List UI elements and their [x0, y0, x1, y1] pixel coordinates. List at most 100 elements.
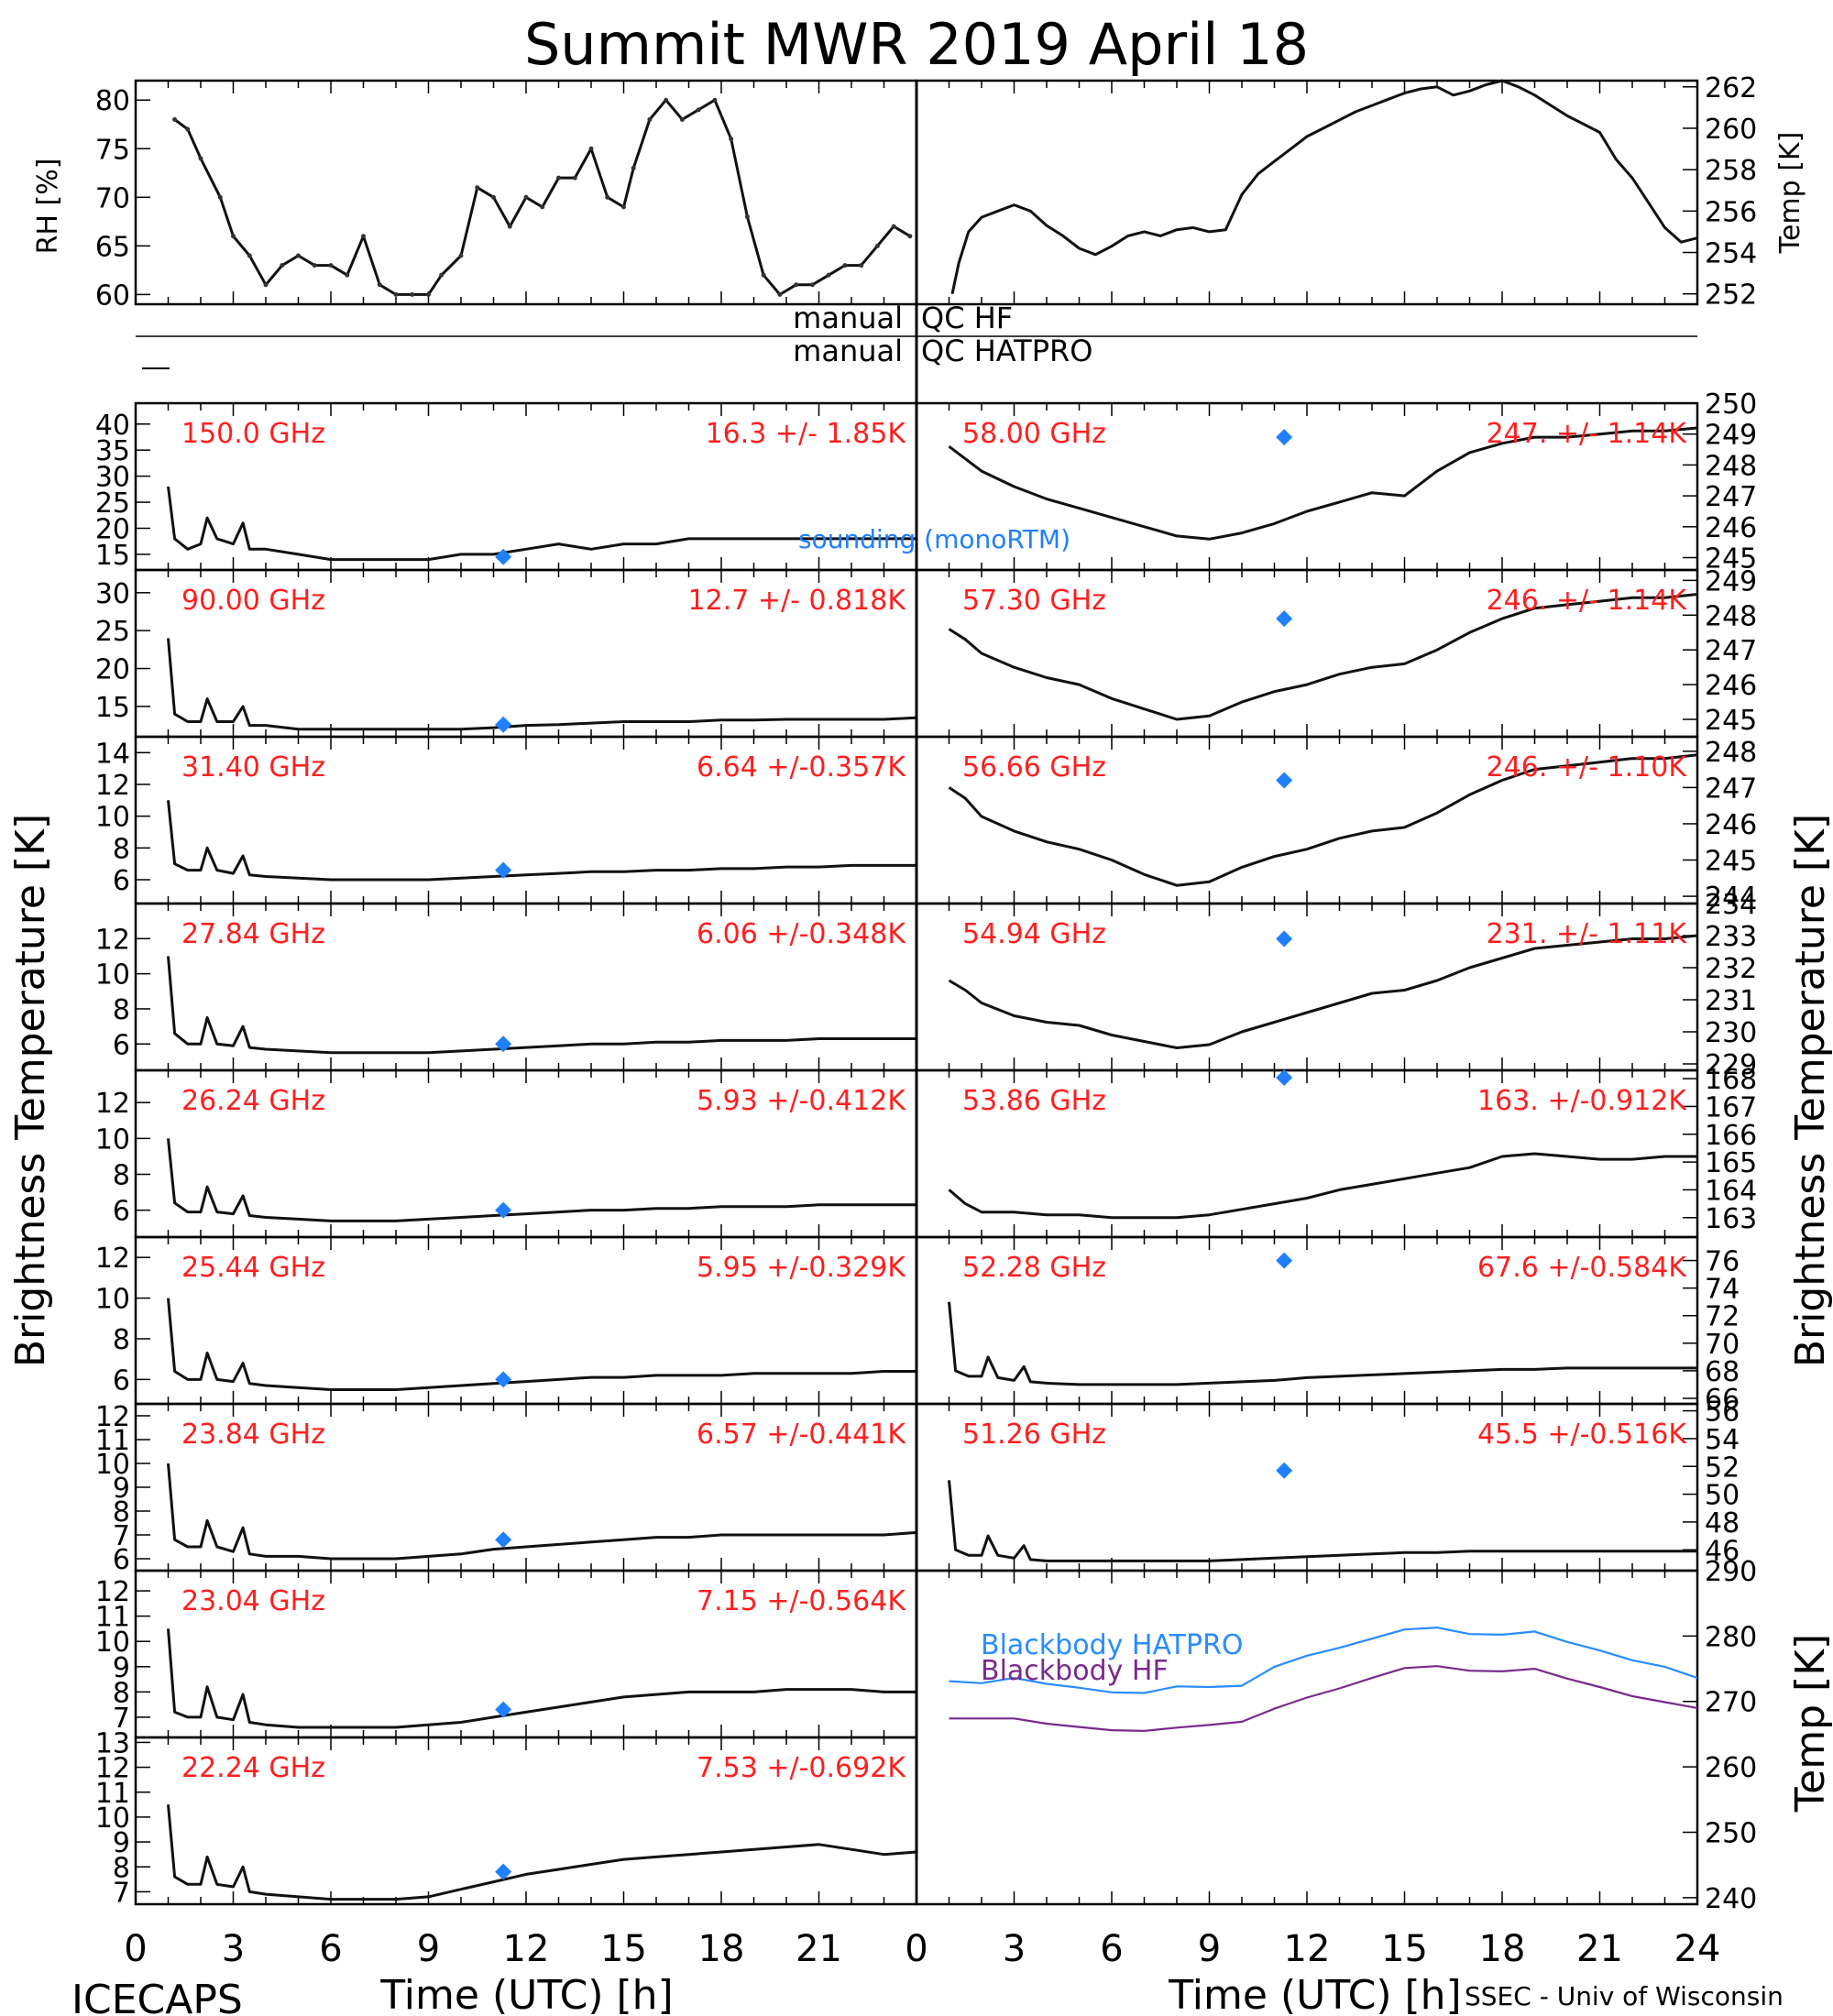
x-tick-label-right: 24 — [1674, 1928, 1721, 1970]
y-tick-label: 12 — [95, 1243, 130, 1275]
y-tick-label: 245 — [1705, 543, 1757, 575]
y-tick-label: 75 — [95, 134, 130, 166]
y-tick-label: 6 — [113, 865, 130, 897]
y-tick-label: 8 — [113, 1677, 130, 1709]
x-tick-label-left: 6 — [319, 1928, 342, 1970]
data-point — [859, 263, 864, 268]
data-point — [361, 234, 366, 239]
x-tick-label-left: 3 — [222, 1928, 245, 1970]
channel-stat-label: 12.7 +/- 0.818K — [688, 585, 907, 617]
y-tick-label: 12 — [95, 924, 130, 956]
data-line — [167, 1138, 916, 1222]
data-point — [631, 165, 636, 170]
y-tick-label: 52 — [1705, 1452, 1740, 1484]
y-tick-label: 20 — [95, 514, 130, 546]
sounding-marker — [1276, 429, 1293, 446]
y-tick-label: 163 — [1705, 1203, 1757, 1235]
y-tick-label: 65 — [95, 231, 130, 263]
y-tick-label: 247 — [1705, 635, 1757, 667]
data-point — [231, 234, 236, 239]
y-tick-label: 232 — [1705, 953, 1757, 985]
x-axis-label-right: Time (UTC) [h] — [1168, 1972, 1461, 2016]
data-point — [712, 97, 718, 103]
y-tick-label: 246 — [1705, 670, 1757, 702]
y-tick-label: 7 — [113, 1520, 130, 1552]
x-tick-label-right: 21 — [1576, 1928, 1623, 1970]
y-tick-label: 262 — [1705, 72, 1757, 104]
x-tick-label-left: 0 — [124, 1928, 147, 1970]
y-tick-label: 11 — [95, 1425, 130, 1457]
sounding-marker — [495, 861, 512, 879]
y-tick-label: 245 — [1705, 846, 1757, 878]
y-tick-label: 6 — [113, 1196, 130, 1228]
data-point — [247, 253, 252, 258]
y-tick-label: 254 — [1705, 238, 1757, 270]
data-point — [621, 204, 626, 210]
qc-strip: manual QC HF manual QC HATPRO — [136, 301, 1697, 369]
rh-panel: 60 65 70 75 80 — [95, 79, 918, 312]
channel-frequency-label: 31.40 GHz — [181, 751, 325, 783]
y-tick-label: 8 — [113, 833, 130, 865]
channel-stat-label: 5.93 +/-0.412K — [697, 1085, 906, 1117]
channel-stat-label: 6.06 +/-0.348K — [697, 918, 906, 950]
rh-axis-label: RH [%] — [32, 159, 64, 255]
y-tick-label: 66 — [1705, 1384, 1740, 1416]
sounding-marker — [495, 1035, 512, 1053]
y-tick-label: 8 — [113, 994, 130, 1026]
y-tick-label: 8 — [113, 1852, 130, 1884]
data-line — [948, 1480, 1697, 1562]
legend-blackbody-hf: Blackbody HF — [981, 1655, 1169, 1687]
y-tick-label: 7 — [113, 1703, 130, 1735]
data-point — [605, 194, 610, 200]
y-tick-label: 60 — [95, 279, 130, 312]
y-tick-label: 14 — [95, 738, 130, 770]
data-point — [280, 263, 285, 268]
x-tick-label-left: 9 — [417, 1928, 440, 1970]
y-tick-label: 165 — [1705, 1147, 1757, 1179]
data-point — [491, 194, 496, 200]
x-tick-label-left: 12 — [503, 1928, 550, 1970]
x-tick-label-left: 18 — [698, 1928, 745, 1970]
y-tick-label: 248 — [1705, 600, 1757, 632]
y-tick-label: 10 — [95, 1627, 130, 1659]
sounding-marker — [1276, 1462, 1293, 1479]
sounding-marker — [1276, 610, 1293, 628]
data-point — [842, 263, 848, 268]
data-point — [439, 272, 445, 278]
y-tick-label: 250 — [1705, 389, 1757, 421]
data-point — [588, 146, 594, 151]
data-line — [167, 638, 917, 731]
y-tick-label: 12 — [95, 770, 130, 802]
y-tick-label: 74 — [1705, 1274, 1740, 1306]
y-tick-label: 249 — [1705, 565, 1757, 597]
y-tick-label: 10 — [95, 1284, 130, 1316]
data-point — [572, 175, 577, 181]
data-point — [907, 234, 913, 239]
channel-frequency-label: 56.66 GHz — [962, 751, 1106, 783]
channel-frequency-label: 26.24 GHz — [181, 1085, 325, 1117]
channel-stat-label: 6.57 +/-0.441K — [697, 1419, 906, 1451]
y-tick-label: 13 — [95, 1727, 130, 1759]
y-tick-label: 20 — [95, 654, 130, 686]
data-point — [729, 137, 734, 142]
y-tick-label: 6 — [113, 1544, 130, 1576]
data-line — [948, 753, 1698, 887]
y-tick-label: 8 — [113, 1160, 130, 1192]
temp-axis-label: Temp [K] — [1774, 132, 1806, 255]
y-tick-label: 249 — [1705, 420, 1757, 452]
channel-stat-label: 231. +/- 1.11K — [1487, 918, 1688, 950]
blackbody-temp-axis-label: Temp [K] — [1787, 1634, 1833, 1813]
qc-hatpro-left-label: manual — [793, 334, 903, 368]
channel-stat-label: 247. +/- 1.14K — [1487, 418, 1688, 450]
channel-frequency-label: 51.26 GHz — [962, 1419, 1106, 1451]
channel-frequency-label: 57.30 GHz — [962, 585, 1106, 617]
data-point — [393, 291, 399, 297]
channel-stat-label: 7.15 +/-0.564K — [697, 1585, 906, 1617]
channel-stat-label: 246. +/- 1.10K — [1487, 751, 1688, 783]
y-tick-label: 270 — [1705, 1687, 1757, 1719]
y-tick-label: 11 — [95, 1778, 130, 1810]
